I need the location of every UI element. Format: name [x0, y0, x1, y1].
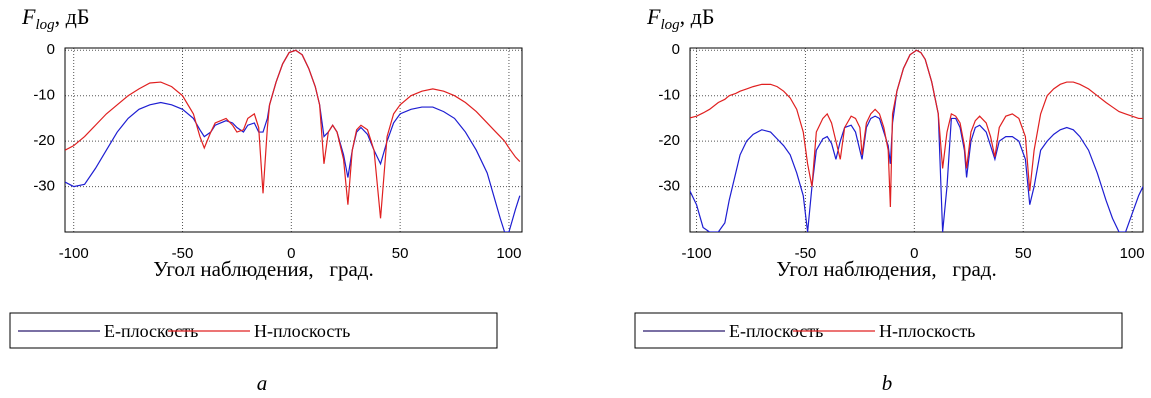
x-tick-label: 50 [392, 245, 409, 262]
x-tick-label: 50 [1015, 245, 1032, 262]
legend-label: Е-плоскость [104, 321, 198, 341]
x-tick-label: 100 [1120, 245, 1145, 262]
x-tick-label: 100 [496, 245, 521, 262]
x-axis-title: Угол наблюдения, град. [776, 257, 996, 281]
y-axis-title: Flog, дБ [21, 4, 89, 33]
y-tick-label: 0 [47, 41, 55, 58]
x-tick-label: 0 [910, 245, 918, 262]
y-tick-label: -10 [658, 87, 680, 104]
x-tick-label: 0 [287, 245, 295, 262]
x-tick-label: -100 [682, 245, 712, 262]
y-axis-subscript: log [35, 17, 55, 33]
y-axis-unit: , дБ [55, 4, 90, 29]
y-axis-symbol: F [646, 4, 661, 29]
x-axis-title: Угол наблюдения, град. [153, 257, 373, 281]
legend-label: Н-плоскость [879, 321, 975, 341]
y-tick-label: -30 [33, 178, 55, 195]
legend-label: Н-плоскость [254, 321, 350, 341]
y-axis-subscript: log [660, 17, 680, 33]
x-tick-label: -100 [59, 245, 89, 262]
x-tick-label: -50 [172, 245, 194, 262]
y-axis-title: Flog, дБ [646, 4, 714, 33]
series-line [65, 49, 521, 219]
y-tick-label: -30 [658, 178, 680, 195]
panel-caption: a [257, 371, 268, 395]
series-line [65, 49, 521, 232]
plot-frame [689, 47, 1144, 233]
x-tick-label: -50 [795, 245, 817, 262]
series-line [690, 49, 1143, 208]
y-tick-label: 0 [672, 41, 680, 58]
legend-box [634, 312, 1123, 349]
legend-box [9, 312, 498, 349]
panel-caption: b [882, 371, 893, 395]
legend-label: Е-плоскость [729, 321, 823, 341]
y-tick-label: -20 [33, 132, 55, 149]
y-tick-label: -20 [658, 132, 680, 149]
y-axis-unit: , дБ [680, 4, 715, 29]
plot-frame [64, 47, 523, 233]
y-axis-symbol: F [21, 4, 36, 29]
y-tick-label: -10 [33, 87, 55, 104]
